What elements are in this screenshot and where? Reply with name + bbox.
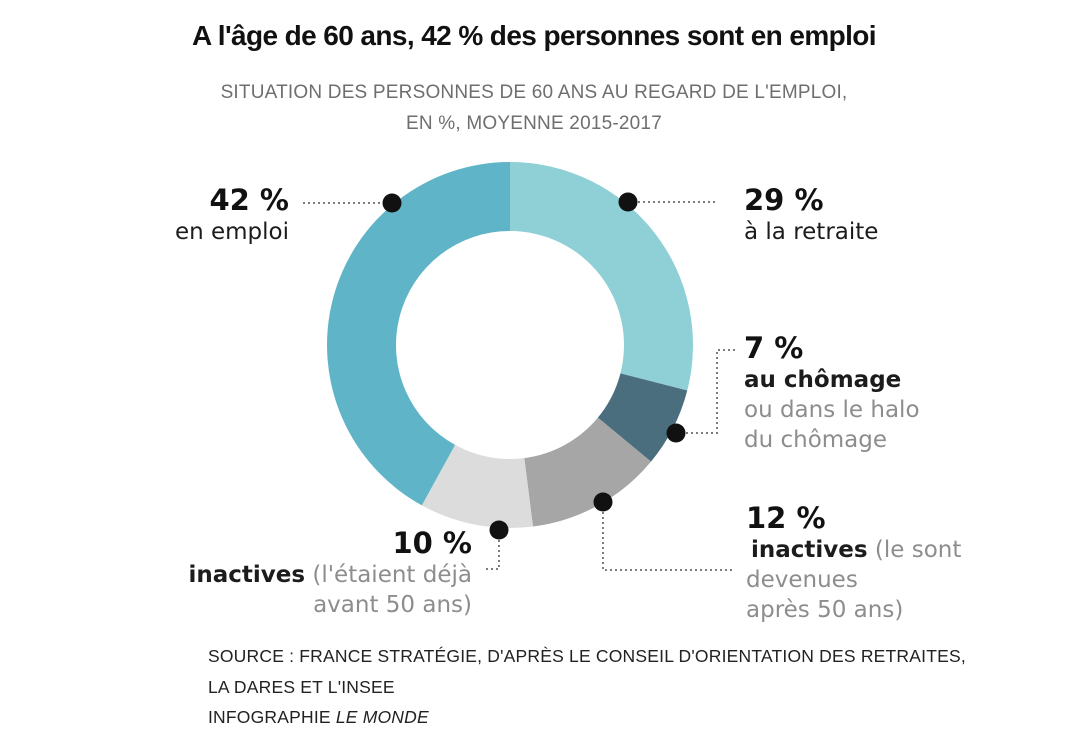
callout-line-inactives-avant (484, 540, 500, 570)
donut-segment-chomage (597, 373, 688, 462)
callout-inactives-avant-value: 10 % (392, 526, 472, 560)
donut-segment-emploi (327, 162, 510, 506)
callout-retraite: 29 % à la retraite (744, 184, 878, 247)
callout-chomage-detail-2: du chômage (744, 427, 888, 453)
source-block: SOURCE : FRANCE STRATÉGIE, D'APRÈS LE CO… (208, 641, 966, 733)
marker-dot-inactives-avant (489, 520, 509, 540)
callout-inactives-avant-detail-1: (l'étaient déjà (312, 562, 472, 588)
chart-subtitle: SITUATION DES PERSONNES DE 60 ANS AU REG… (0, 77, 1068, 139)
marker-dot-retraite (618, 192, 638, 212)
subtitle-line-1: SITUATION DES PERSONNES DE 60 ANS AU REG… (220, 82, 848, 103)
callout-chomage-label: au chômage (744, 367, 902, 393)
callout-inactives-apres-label: inactives (751, 537, 868, 563)
callout-emploi-value: 42 % (209, 183, 289, 217)
callout-chomage-value: 7 % (744, 331, 804, 365)
callout-inactives-apres-detail-3: après 50 ans) (746, 597, 904, 623)
callout-inactives-apres: 12 % inactives (le sont devenues après 5… (746, 502, 961, 625)
donut-slices (327, 162, 693, 529)
credit-prefix: INFOGRAPHIE (208, 707, 331, 727)
callout-line-inactives-apres (602, 512, 735, 571)
callout-inactives-apres-value: 12 % (746, 501, 826, 535)
marker-dot-chomage (666, 423, 686, 443)
credit-name: LE MONDE (335, 707, 429, 727)
callout-retraite-value: 29 % (744, 183, 824, 217)
callout-inactives-apres-detail-2: devenues (746, 567, 858, 593)
callout-emploi: 42 % en emploi (175, 184, 289, 247)
callout-inactives-avant: 10 % inactives (l'étaient déjà avant 50 … (188, 527, 472, 620)
callout-chomage-detail-1: ou dans le halo (744, 397, 920, 423)
callout-inactives-avant-detail-2: avant 50 ans) (313, 592, 472, 618)
callout-retraite-label: à la retraite (744, 219, 879, 245)
callout-dots (382, 192, 686, 540)
callout-inactives-apres-detail-1: (le sont (874, 537, 962, 563)
source-line-1: SOURCE : FRANCE STRATÉGIE, D'APRÈS LE CO… (208, 646, 966, 666)
page-title: A l'âge de 60 ans, 42 % des personnes so… (192, 20, 877, 51)
callout-chomage: 7 % au chômage ou dans le halo du chômag… (744, 332, 920, 455)
callout-connectors (303, 201, 736, 571)
subtitle-line-2: EN %, MOYENNE 2015-2017 (406, 113, 662, 134)
donut-segment-inactives-apres (524, 417, 651, 527)
callout-inactives-avant-label: inactives (188, 562, 306, 588)
credit-line: INFOGRAPHIE LE MONDE (208, 702, 966, 733)
donut-segment-retraite (510, 162, 693, 391)
callout-emploi-label: en emploi (174, 219, 289, 245)
source-line-2: LA DARES ET L'INSEE (208, 676, 395, 697)
donut-segment-inactives-avant (421, 444, 533, 529)
marker-dot-inactives-apres (593, 492, 613, 512)
callout-line-chomage (686, 349, 736, 434)
marker-dot-emploi (382, 193, 402, 213)
